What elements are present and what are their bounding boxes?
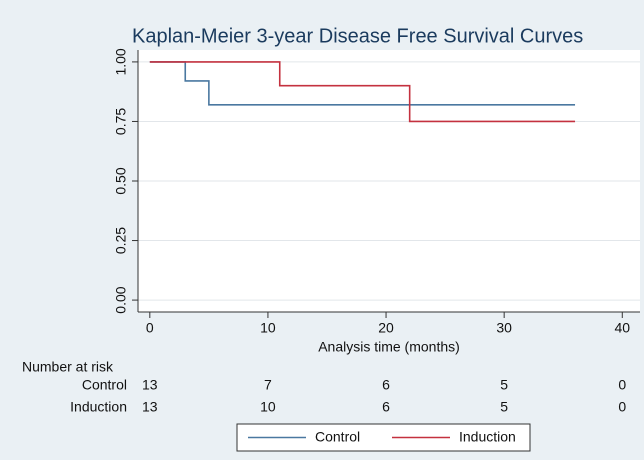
risk-count: 6 (382, 399, 390, 415)
legend-label: Induction (459, 429, 516, 445)
x-tick-label: 40 (614, 320, 630, 336)
x-axis-label: Analysis time (months) (318, 339, 460, 355)
y-tick-label: 1.00 (113, 48, 129, 75)
chart-title: Kaplan-Meier 3-year Disease Free Surviva… (132, 25, 583, 47)
x-tick-label: 30 (496, 320, 512, 336)
risk-count: 0 (618, 399, 626, 415)
risk-count: 0 (618, 377, 626, 393)
risk-table-title: Number at risk (22, 359, 114, 375)
risk-row-label: Induction (70, 399, 127, 415)
legend-label: Control (315, 429, 360, 445)
y-tick-label: 0.00 (113, 286, 129, 313)
risk-count: 5 (500, 399, 508, 415)
risk-row-label: Control (82, 377, 127, 393)
risk-count: 6 (382, 377, 390, 393)
risk-count: 13 (142, 377, 158, 393)
risk-count: 7 (264, 377, 272, 393)
survival-line (149, 61, 576, 123)
y-tick-label: 0.50 (113, 167, 129, 194)
risk-count: 13 (142, 399, 158, 415)
x-tick-label: 20 (378, 320, 394, 336)
x-tick-label: 0 (146, 320, 154, 336)
y-tick-label: 0.75 (113, 108, 129, 135)
y-tick-label: 0.25 (113, 227, 129, 254)
risk-count: 5 (500, 377, 508, 393)
x-tick-label: 10 (260, 320, 276, 336)
risk-count: 10 (260, 399, 276, 415)
